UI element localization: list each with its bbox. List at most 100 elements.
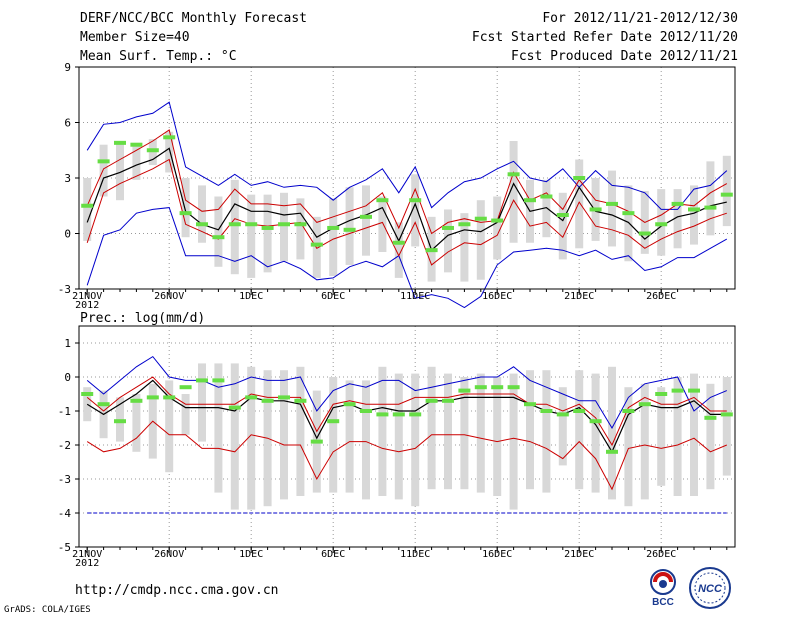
precip-ensemble-box (427, 366, 436, 490)
precip-ensemble-box (280, 370, 288, 500)
temp-observed-marker (556, 213, 569, 217)
forecast-period: For 2012/11/21-2012/12/30 (542, 11, 738, 26)
precip-observed-marker (261, 398, 274, 403)
precip-ensemble-box (657, 387, 666, 486)
precip-observed-marker (376, 412, 389, 417)
temp-ensemble-box (673, 189, 682, 249)
precip-observed-marker (442, 398, 454, 403)
precip-observed-marker (540, 409, 553, 413)
temp-observed-marker (425, 248, 438, 253)
temp-observed-marker (343, 227, 356, 232)
temp-x-tick-label: 26DEC (646, 291, 676, 302)
temp-observed-marker (130, 142, 143, 147)
precip-ensemble-box (345, 380, 354, 493)
precip-y-tick-label: -3 (58, 473, 71, 486)
temp-ensemble-box (83, 178, 92, 241)
temp-y-tick-label: 3 (64, 172, 71, 185)
temp-observed-marker (392, 240, 405, 245)
precip-observed-marker (606, 449, 618, 454)
source-url[interactable]: http://cmdp.ncc.cma.gov.cn (75, 583, 279, 598)
temp-observed-marker (655, 222, 668, 227)
temp-x-tick-label: 11DEC (400, 291, 430, 302)
chart-title: DERF/NCC/BCC Monthly Forecast (80, 11, 307, 26)
temp-ensemble-box (198, 185, 206, 243)
temp-max-line (86, 101, 728, 210)
precip-y-tick-label: -2 (58, 439, 71, 452)
precip-ensemble-box (476, 373, 485, 493)
temp-ensemble-box (132, 144, 141, 180)
temp-ensemble-box (99, 144, 108, 197)
temp-observed-marker (261, 225, 274, 230)
precip-ensemble-box (608, 366, 616, 500)
temp-observed-marker (146, 148, 159, 153)
temp-observed-marker (524, 198, 536, 203)
precip-x-tick-label: 26NOV (154, 549, 184, 560)
precip-observed-marker (212, 378, 225, 383)
precip-observed-marker (294, 398, 307, 403)
temp-observed-marker (179, 211, 192, 216)
temp-observed-marker (212, 235, 225, 240)
member-size-label: Member Size=40 (80, 30, 190, 45)
bcc-logo-text: BCC (652, 597, 674, 608)
precip-observed-marker (81, 392, 94, 396)
temp-ensemble-box (509, 141, 518, 243)
precip-observed-marker (163, 395, 176, 400)
temp-observed-marker (671, 201, 684, 206)
precip-ensemble-box (673, 377, 682, 496)
ncc-logo-text: NCC (698, 583, 723, 595)
precip-observed-marker (114, 419, 126, 424)
temp-ensemble-box (263, 194, 272, 273)
temp-ensemble-box (558, 192, 567, 260)
precip-observed-marker (524, 402, 536, 407)
temp-ensemble-box (345, 187, 354, 265)
temp-observed-marker (573, 176, 586, 180)
precip-ensemble-box (362, 380, 370, 500)
precip-ensemble-box (722, 377, 731, 476)
temp-x-tick-label: 1DEC (239, 291, 263, 302)
ncc-logo-inner-ring (694, 572, 726, 604)
temp-ensemble-box (624, 185, 633, 262)
temp-ensemble-box (460, 213, 469, 282)
temp-observed-marker (360, 214, 372, 219)
temp-observed-marker (81, 203, 94, 208)
temp-observed-marker (491, 218, 504, 223)
temp-ensemble-box (575, 159, 584, 249)
precip-observed-marker (130, 398, 143, 403)
precip-observed-marker (179, 385, 192, 390)
temp-ensemble-box (296, 198, 305, 260)
precip-observed-marker (655, 392, 668, 396)
precip-observed-marker (409, 412, 422, 417)
precip-ensemble-box (198, 363, 206, 442)
precip-observed-marker (491, 385, 504, 390)
precip-observed-marker (278, 395, 290, 400)
precip-ensemble-box (214, 363, 223, 493)
precip-ensemble-box (444, 373, 452, 490)
precip-observed-marker (97, 402, 110, 407)
temp-ensemble-box (362, 185, 370, 256)
temp-observed-marker (278, 222, 290, 227)
precip-observed-marker (458, 388, 471, 393)
precip-y-tick-label: -5 (58, 541, 71, 554)
precip-observed-marker (573, 409, 586, 413)
temp-ensemble-box (181, 178, 190, 238)
temp-x-tick-label: 21NOV (72, 291, 102, 302)
temp-ensemble-box (378, 196, 387, 252)
precip-ensemble-box (640, 383, 649, 500)
precip-x-tick-label: 6DEC (321, 549, 345, 560)
temp-ensemble-box (214, 196, 223, 267)
temp-ensemble-box (722, 155, 731, 227)
precip-ensemble-box (526, 370, 534, 490)
precip-y-tick-label: -1 (58, 405, 71, 418)
temp-observed-marker (228, 222, 241, 227)
temp-ensemble-box (116, 141, 124, 201)
temp-y-tick-label: 9 (64, 61, 71, 74)
temp-observed-marker (688, 207, 700, 212)
precip-ensemble-box (624, 387, 633, 507)
temp-ensemble-box (493, 196, 502, 260)
precip-ensemble-box (378, 366, 387, 496)
temp-ensemble-box (444, 209, 452, 273)
grads-credit: GrADS: COLA/IGES (4, 605, 91, 615)
precip-x-tick-label: 26DEC (646, 549, 676, 560)
precip-spread-low-line (86, 420, 727, 491)
